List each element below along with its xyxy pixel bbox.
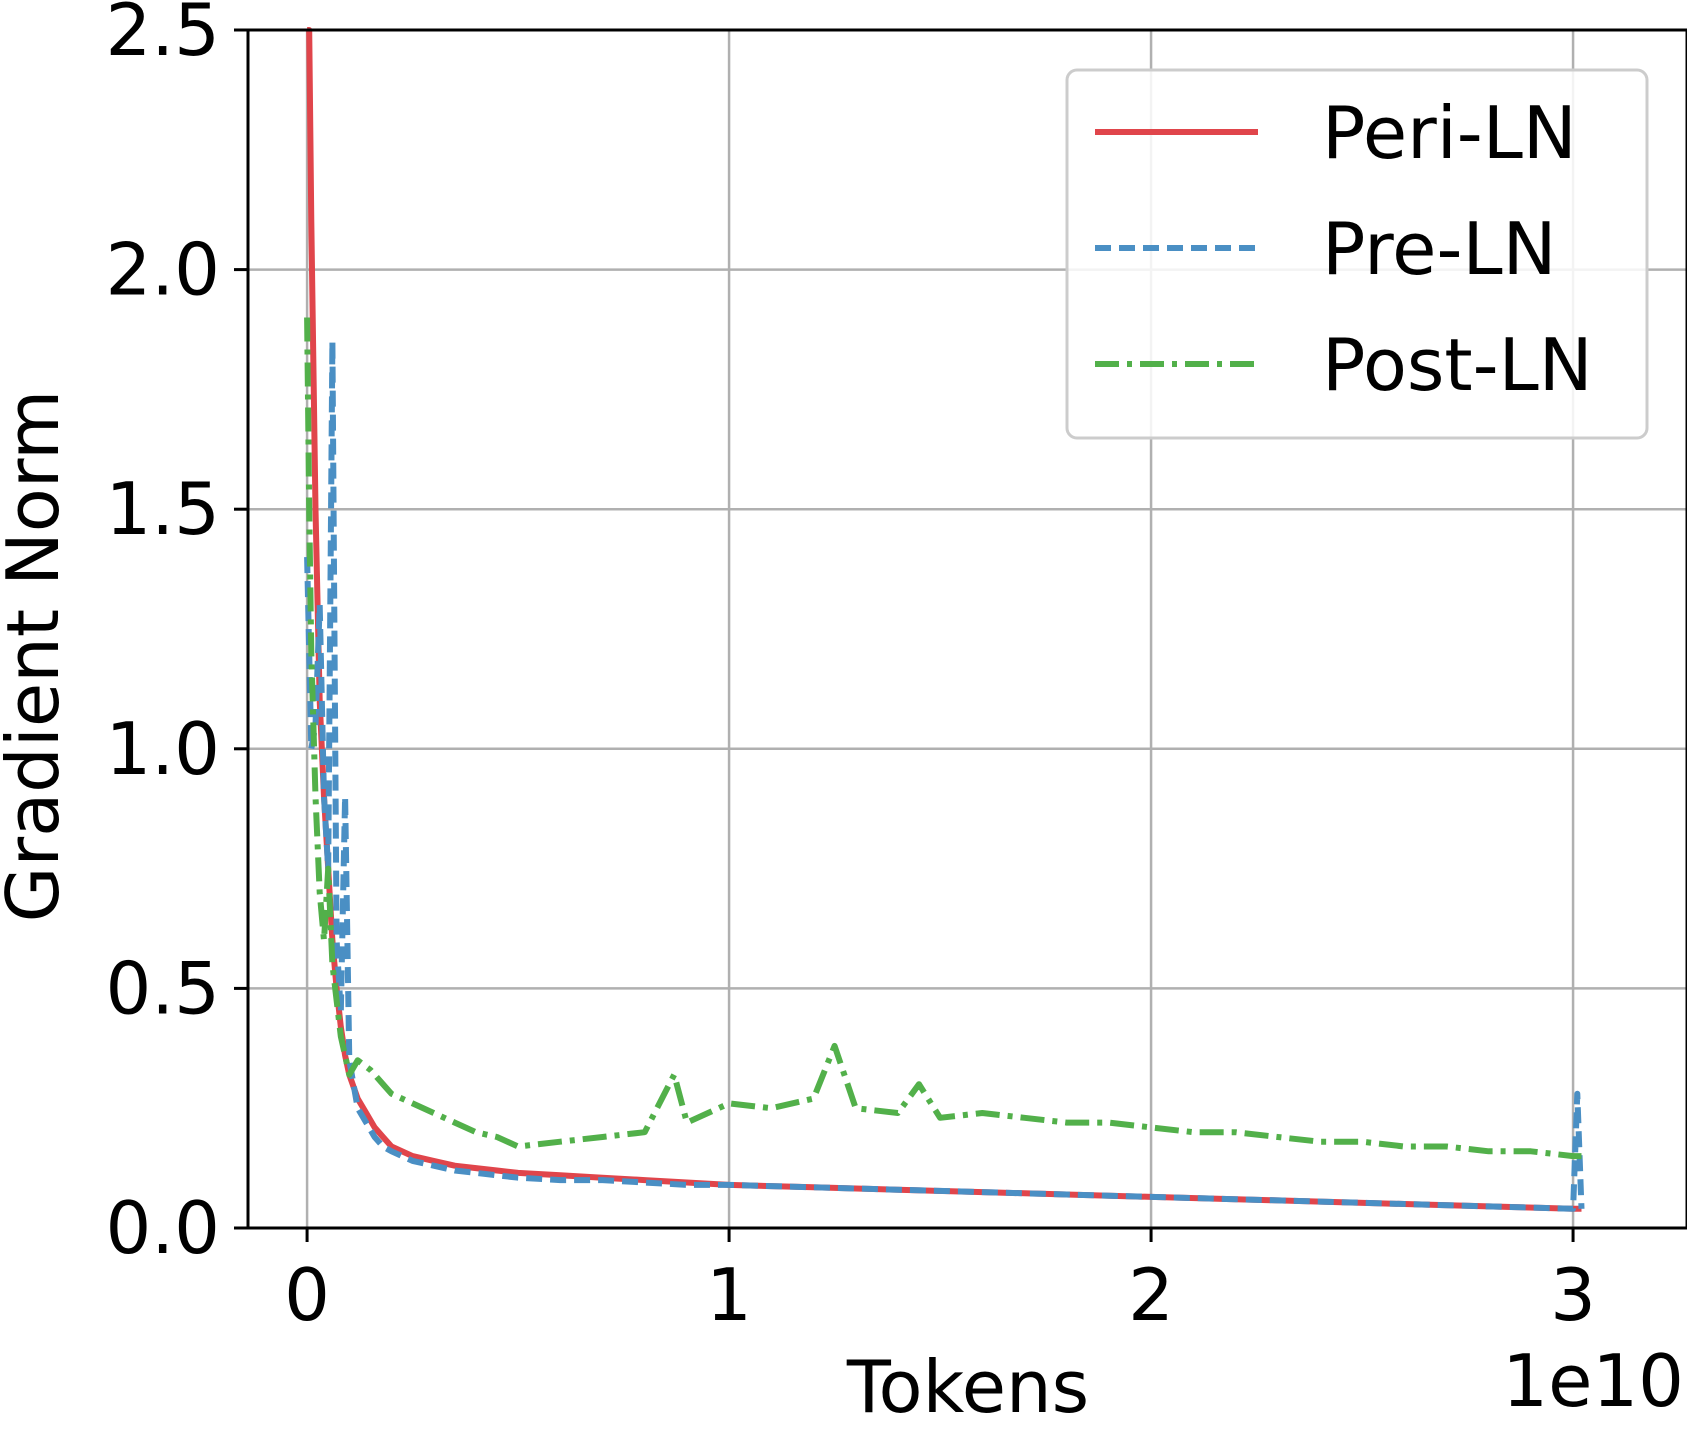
legend-label-pre-ln: Pre-LN (1322, 207, 1556, 291)
y-axis-label: Gradient Norm (0, 390, 75, 923)
y-tick-label: 2.5 (105, 0, 220, 72)
series-line-peri-ln (306, 27, 1582, 1212)
y-tick-label: 2.0 (105, 228, 220, 312)
y-tick-label: 0.0 (105, 1186, 220, 1270)
x-tick-label: 1 (706, 1253, 752, 1337)
y-tick-label: 1.0 (105, 707, 220, 791)
x-tick-label: 0 (284, 1253, 330, 1337)
series-line-pre-ln (304, 338, 1585, 1212)
y-tick-label: 0.5 (105, 946, 220, 1030)
plot-frame (246, 28, 1687, 1230)
series-layer (304, 27, 1585, 1212)
legend-label-post-ln: Post-LN (1322, 323, 1593, 407)
x-tick-label: 2 (1128, 1253, 1174, 1337)
x-axis-label: Tokens (846, 1345, 1089, 1427)
legend-box (1065, 68, 1649, 440)
legend-label-peri-ln: Peri-LN (1322, 91, 1577, 175)
y-axis-ticks: 0.0 0.5 1.0 1.5 2.0 2.5 (105, 0, 248, 1270)
x-axis-ticks: 0 1 2 3 (284, 1228, 1596, 1337)
x-axis-offset-label: 1e10 (1502, 1339, 1684, 1423)
x-tick-label: 3 (1550, 1253, 1596, 1337)
y-tick-label: 1.5 (105, 467, 220, 551)
legend: Peri-LN Pre-LN Post-LN (1065, 68, 1649, 440)
series-line-post-ln (304, 317, 1582, 1160)
